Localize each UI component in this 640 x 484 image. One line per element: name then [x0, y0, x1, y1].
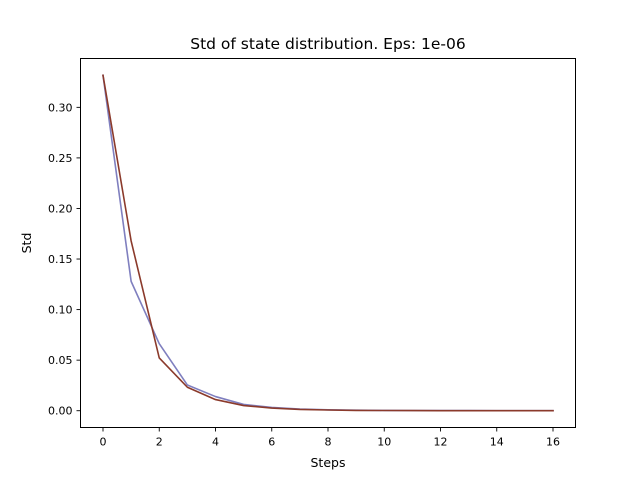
- y-tick-label: 0.05: [48, 354, 73, 367]
- series-line-2: [102, 74, 554, 412]
- y-tick-label: 0.20: [48, 202, 73, 215]
- x-tick-label: 10: [377, 436, 391, 449]
- chart-title: Std of state distribution. Eps: 1e-06: [190, 35, 466, 53]
- x-axis-label: Steps: [311, 455, 346, 470]
- x-tick-label: 0: [100, 436, 107, 449]
- y-tick-label: 0.15: [48, 253, 73, 266]
- y-tick-label: 0.00: [48, 405, 73, 418]
- y-axis-label: Std: [19, 233, 34, 254]
- series-layer: [102, 74, 554, 412]
- plot-frame: [80, 58, 576, 428]
- x-tick-label: 8: [325, 436, 332, 449]
- y-tick-label: 0.30: [48, 101, 73, 114]
- x-tick-label: 16: [546, 436, 560, 449]
- x-tick-label: 6: [268, 436, 275, 449]
- x-tick-label: 2: [156, 436, 163, 449]
- x-tick-label: 12: [434, 436, 448, 449]
- x-tick-label: 4: [212, 436, 219, 449]
- x-tick-label: 14: [490, 436, 504, 449]
- y-tick-label: 0.10: [48, 304, 73, 317]
- ticks-layer: 0 2 4 6 8 10 12 14 16 0.00 0.05 0.10 0.15 0.20 0.25 0.3…: [48, 101, 560, 448]
- y-tick-label: 0.25: [48, 152, 73, 165]
